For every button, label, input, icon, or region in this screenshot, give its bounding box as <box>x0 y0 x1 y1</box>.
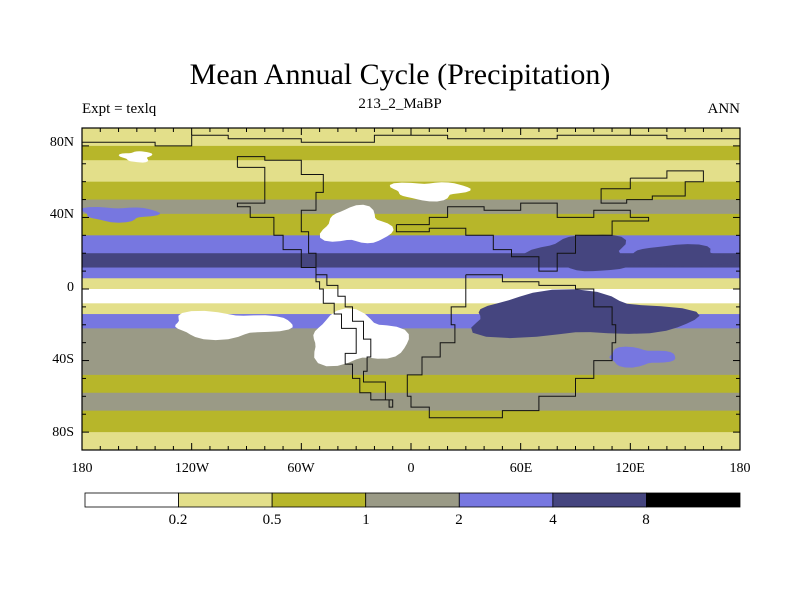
colorbar-swatch <box>458 492 554 508</box>
colorbar-label: 1 <box>362 512 370 528</box>
white-zone-n-atlantic <box>319 204 394 244</box>
colorbar-swatch <box>84 492 179 508</box>
colorbar-label: 0.2 <box>169 512 188 528</box>
colorbar-label: 8 <box>642 512 650 528</box>
y-tick-label: 40S <box>52 352 74 367</box>
coastline <box>406 274 617 419</box>
colorbar-swatch <box>271 492 367 508</box>
colorbar-swatch <box>365 492 460 508</box>
dark-zone-c-pacific <box>612 244 738 268</box>
white-zone-s-atlantic <box>313 308 409 367</box>
coastline <box>600 170 704 204</box>
precip-band <box>82 303 740 315</box>
precip-band <box>82 199 740 215</box>
white-zone-asia <box>389 182 471 202</box>
precip-band <box>82 267 740 279</box>
blue-zone-n-pacific <box>82 207 161 223</box>
coastline <box>82 134 740 147</box>
colorbar-label: 2 <box>455 512 463 528</box>
case-label: 213_2_MaBP <box>358 96 442 112</box>
colorbar-swatch <box>646 492 741 508</box>
season-label: ANN <box>707 101 741 117</box>
white-zone-e-pacific-s <box>175 310 293 341</box>
x-tick-label: 180 <box>730 461 751 476</box>
y-tick-label: 80S <box>52 425 74 440</box>
experiment-label: Expt = texlq <box>82 101 157 117</box>
y-tick-label: 80N <box>50 135 74 150</box>
blue-zone-s-indian <box>609 346 676 368</box>
white-zone-arctic <box>118 151 153 163</box>
precip-band <box>82 432 740 450</box>
precip-band <box>82 278 740 290</box>
dark-zone-w-pacific <box>524 234 632 272</box>
precip-band <box>82 145 740 161</box>
colorbar-swatch <box>552 492 647 508</box>
precip-band <box>82 410 740 433</box>
axis-ticks <box>81 127 741 451</box>
coastline-outlines <box>82 134 740 419</box>
coastline <box>236 156 394 408</box>
page-title: Mean Annual Cycle (Precipitation) <box>189 58 611 91</box>
precip-band <box>82 128 740 147</box>
y-tick-label: 0 <box>67 280 74 295</box>
x-tick-label: 180 <box>72 461 93 476</box>
x-tick-label: 60E <box>510 461 533 476</box>
x-tick-label: 60W <box>287 461 315 476</box>
colorbar-label: 0.5 <box>263 512 282 528</box>
x-tick-label: 120E <box>615 461 645 476</box>
y-tick-label: 40N <box>50 207 74 222</box>
colorbar <box>84 492 741 508</box>
colorbar-label: 4 <box>549 512 557 528</box>
coastline <box>395 202 650 272</box>
precip-band <box>82 374 740 394</box>
precipitation-field <box>82 128 740 450</box>
precip-band <box>82 160 740 183</box>
x-tick-label: 0 <box>408 461 415 476</box>
precip-band <box>82 289 740 304</box>
x-tick-label: 120W <box>175 461 210 476</box>
dark-zone-indian-s <box>471 289 700 339</box>
colorbar-swatch <box>178 492 273 508</box>
